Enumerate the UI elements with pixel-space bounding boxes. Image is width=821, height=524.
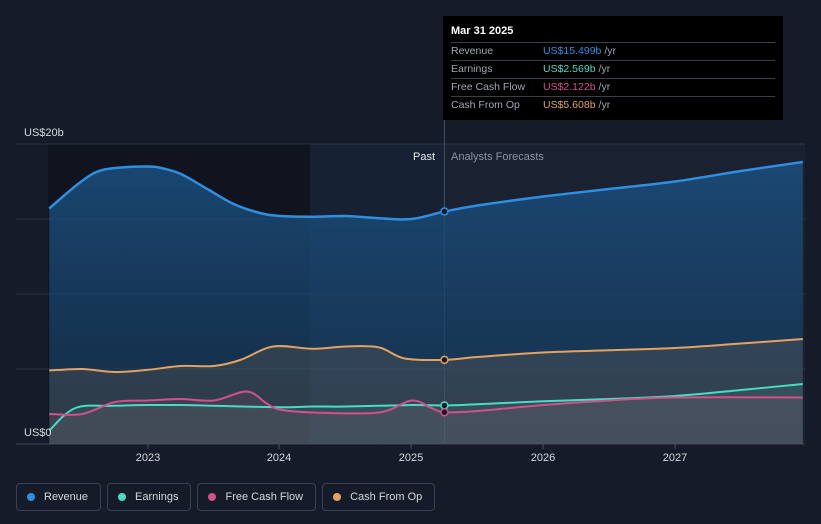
legend-label: Revenue	[44, 491, 89, 503]
tooltip-row-revenue: Revenue US$15.499b/yr	[451, 42, 775, 60]
x-tick-2024: 2024	[267, 452, 291, 464]
tooltip-unit: /yr	[604, 45, 617, 57]
tooltip-value: US$2.569b	[543, 63, 596, 75]
legend-label: Earnings	[135, 491, 179, 503]
x-tick-2023: 2023	[136, 452, 160, 464]
revenue-marker	[440, 207, 449, 216]
legend-label: Free Cash Flow	[225, 491, 304, 503]
tooltip-label: Earnings	[451, 63, 493, 75]
cash-from-op-line	[49, 338, 803, 374]
tooltip-label: Cash From Op	[451, 99, 520, 111]
legend-item-free-cash-flow[interactable]: Free Cash Flow	[197, 483, 317, 511]
free-cash-flow-marker	[440, 407, 449, 417]
tooltip-label: Free Cash Flow	[451, 81, 526, 93]
cash-from-op-marker	[440, 355, 449, 365]
earnings-marker	[440, 401, 449, 410]
tooltip-unit: /yr	[598, 81, 611, 93]
tooltip-label: Revenue	[451, 45, 494, 57]
tooltip-row-earnings: Earnings US$2.569b/yr	[451, 60, 775, 78]
legend-label: Cash From Op	[350, 491, 423, 503]
x-tick-2025: 2025	[399, 452, 423, 464]
revenue-area	[49, 162, 803, 444]
legend-item-cash-from-op[interactable]: Cash From Op	[322, 483, 436, 511]
y-tick-bottom: US$0	[24, 427, 52, 439]
tooltip-value: US$2.122b	[543, 81, 596, 93]
free-cash-flow-area	[49, 391, 803, 444]
cash-from-op-area	[49, 339, 803, 444]
revenue-line	[48, 160, 803, 221]
x-tick-2027: 2027	[663, 452, 687, 464]
legend-dot-icon	[118, 493, 127, 501]
legend-dot-icon	[27, 493, 35, 501]
legend-dot-icon	[208, 493, 217, 501]
legend-dot-icon	[333, 493, 342, 501]
legend-item-revenue[interactable]: Revenue	[16, 483, 102, 511]
tooltip-unit: /yr	[598, 99, 611, 111]
forecast-label: Analysts Forecasts	[451, 151, 544, 163]
tooltip-row-free-cash-flow: Free Cash Flow US$2.122b/yr	[451, 78, 775, 96]
tooltip-row-cash-from-op: Cash From Op US$5.608b/yr	[451, 96, 775, 114]
x-tick-2026: 2026	[531, 452, 555, 464]
y-tick-top: US$20b	[24, 127, 64, 139]
tooltip: Mar 31 2025 Revenue US$15.499b/yr Earnings…	[443, 16, 783, 120]
tooltip-date: Mar 31 2025	[451, 25, 514, 37]
tooltip-value: US$5.608b	[543, 99, 596, 111]
free-cash-flow-line	[49, 390, 803, 416]
past-label: Past	[413, 151, 435, 163]
tooltip-value: US$15.499b	[543, 45, 602, 57]
tooltip-unit: /yr	[598, 63, 611, 75]
legend-item-earnings[interactable]: Earnings	[107, 483, 192, 511]
legend: Revenue Earnings Free Cash Flow Cash From O…	[16, 483, 436, 511]
